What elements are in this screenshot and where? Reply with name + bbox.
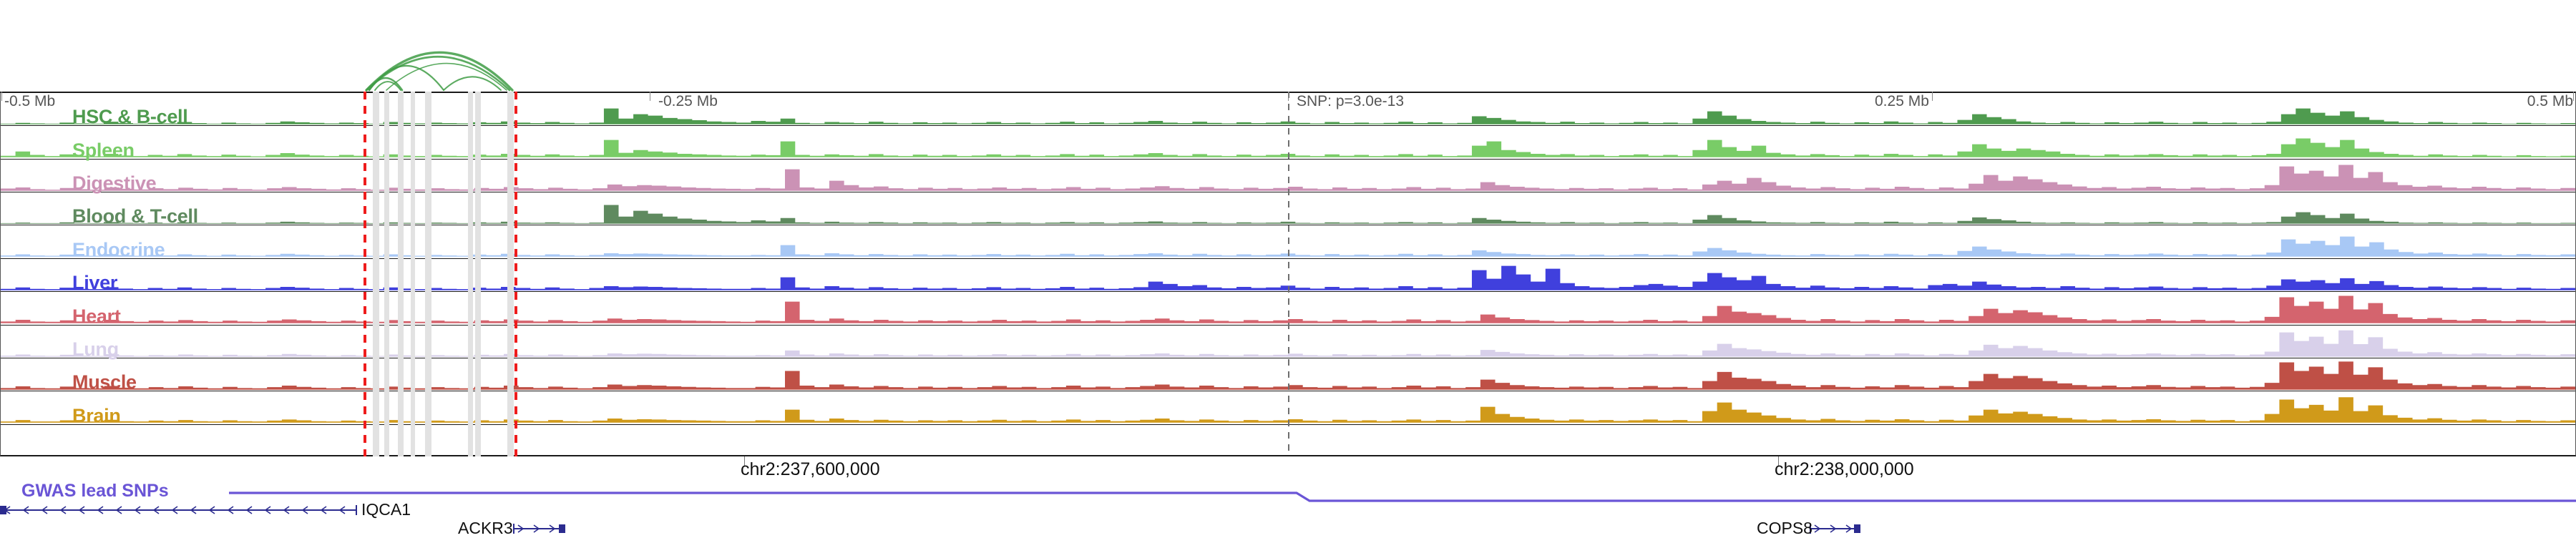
signal-track-digestive[interactable]: Digestive bbox=[1, 160, 2575, 193]
gene-track-row-2[interactable]: ACKR3 COPS8 bbox=[0, 519, 2576, 538]
gene-strand-arrow bbox=[22, 506, 29, 514]
signal-area bbox=[1, 265, 2575, 290]
chromatin-loop-arc bbox=[443, 76, 502, 91]
signal-track-extra[interactable] bbox=[1, 425, 2575, 458]
gene-strand-arrow bbox=[533, 524, 540, 533]
chromatin-loop-arc bbox=[368, 65, 445, 92]
gene-exon-block bbox=[0, 506, 6, 514]
track-signal-plot bbox=[1, 330, 2575, 357]
track-signal-plot bbox=[1, 397, 2575, 423]
gene-strand-arrow bbox=[264, 506, 271, 514]
coordinate-tick bbox=[744, 456, 745, 466]
signal-area bbox=[1, 295, 2575, 323]
gene-strand-arrow bbox=[190, 506, 197, 514]
gene-strand-arrow bbox=[171, 506, 178, 514]
gene-strand-arrow bbox=[549, 524, 556, 533]
chromatin-loop-arc-panel bbox=[0, 0, 2576, 92]
gene-strand-arrow bbox=[59, 506, 67, 514]
gene-track-row-1[interactable]: IQCA1 bbox=[0, 500, 2576, 519]
signal-area bbox=[1, 237, 2575, 258]
track-signal-plot bbox=[1, 237, 2575, 258]
gene-label-ackr3[interactable]: ACKR3 bbox=[458, 519, 513, 537]
gwas-lead-snp-line bbox=[229, 491, 2576, 502]
gene-strand-arrow bbox=[97, 506, 104, 514]
gene-strand-arrow bbox=[227, 506, 234, 514]
gene-exon-block bbox=[559, 524, 565, 533]
signal-track-blood-t-cell[interactable]: Blood & T-cell bbox=[1, 192, 2575, 226]
gene-strand-arrow bbox=[320, 506, 327, 514]
track-signal-plot bbox=[1, 265, 2575, 290]
coordinate-axis-row: chr2:237,600,000 chr2:238,000,000 bbox=[0, 456, 2576, 486]
chromatin-loop-arc bbox=[386, 62, 507, 91]
track-signal-plot bbox=[1, 295, 2575, 323]
gene-strand-arrow bbox=[245, 506, 253, 514]
coordinate-label: chr2:238,000,000 bbox=[1775, 459, 1914, 479]
track-signal-plot bbox=[1, 165, 2575, 191]
chromatin-loop-arc bbox=[365, 55, 511, 92]
gene-row-2-svg bbox=[513, 524, 1860, 534]
gene-strand-arrow bbox=[152, 506, 160, 514]
gene-strand-arrow bbox=[1845, 524, 1853, 533]
signal-track-heart[interactable]: Heart bbox=[1, 292, 2575, 326]
gene-strand-arrow bbox=[41, 506, 48, 514]
gene-strand-arrow bbox=[1830, 524, 1837, 533]
gene-strand-arrow bbox=[1814, 524, 1821, 533]
chromatin-loop-arc bbox=[368, 77, 404, 92]
signal-area bbox=[1, 165, 2575, 191]
gene-label-cops8[interactable]: COPS8 bbox=[1757, 519, 1813, 537]
signal-area bbox=[1, 138, 2575, 158]
track-signal-plot bbox=[1, 138, 2575, 158]
gene-strand-arrow bbox=[208, 506, 215, 514]
signal-track-spleen[interactable]: Spleen bbox=[1, 126, 2575, 160]
coordinate-label: chr2:237,600,000 bbox=[741, 459, 880, 479]
chromatin-loop-arc bbox=[374, 81, 401, 91]
signal-area bbox=[1, 205, 2575, 224]
signal-area bbox=[1, 361, 2575, 390]
gene-row-1-svg bbox=[0, 505, 357, 515]
signal-area bbox=[1, 108, 2575, 124]
track-signal-plot bbox=[1, 425, 2575, 458]
gene-strand-arrow bbox=[115, 506, 122, 514]
signal-track-brain[interactable]: Brain bbox=[1, 391, 2575, 425]
gene-strand-arrow bbox=[338, 506, 346, 514]
gene-label-iqca1[interactable]: IQCA1 bbox=[361, 500, 411, 519]
track-signal-plot bbox=[1, 361, 2575, 390]
track-signal-plot bbox=[1, 205, 2575, 224]
signal-area bbox=[1, 397, 2575, 423]
signal-track-lung[interactable]: Lung bbox=[1, 326, 2575, 358]
signal-track-stack[interactable]: HSC & B-cell Spleen Digestive Blood & T-cel… bbox=[0, 92, 2576, 456]
gwas-track-svg bbox=[229, 491, 2576, 502]
signal-track-muscle[interactable]: Muscle bbox=[1, 358, 2575, 392]
signal-track-endocrine[interactable]: Endocrine bbox=[1, 225, 2575, 259]
signal-track-liver[interactable]: Liver bbox=[1, 259, 2575, 293]
signal-track-hsc-b-cell[interactable]: HSC & B-cell bbox=[1, 93, 2575, 127]
signal-area bbox=[1, 330, 2575, 357]
gwas-lead-snps-label: GWAS lead SNPs bbox=[21, 481, 169, 501]
gene-strand-arrow bbox=[517, 524, 525, 533]
track-signal-plot bbox=[1, 108, 2575, 124]
gene-exon-block bbox=[1854, 524, 1860, 533]
gene-strand-arrow bbox=[134, 506, 141, 514]
gene-strand-arrow bbox=[283, 506, 290, 514]
gene-strand-arrow bbox=[301, 506, 308, 514]
gwas-lead-snps-row[interactable]: GWAS lead SNPs bbox=[0, 481, 2576, 502]
arc-svg bbox=[365, 51, 514, 92]
gene-strand-arrow bbox=[78, 506, 85, 514]
coordinate-tick bbox=[1778, 456, 1779, 466]
